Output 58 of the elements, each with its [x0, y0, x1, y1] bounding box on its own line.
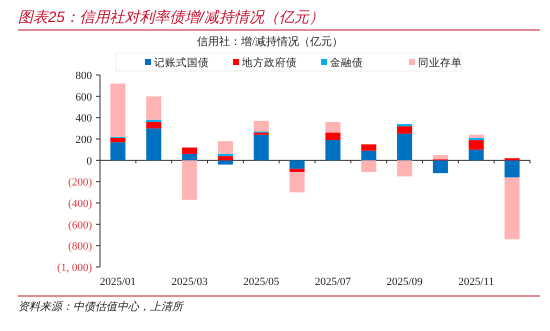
- bar: [325, 122, 340, 133]
- bar: [290, 168, 305, 172]
- bar: [397, 134, 412, 160]
- bar: [146, 96, 162, 120]
- bar: [110, 142, 126, 160]
- bar: [432, 155, 448, 160]
- x-tick-label: 2025/09: [386, 276, 424, 288]
- bar: [468, 138, 484, 140]
- y-tick-label: (400): [68, 198, 92, 210]
- bar: [110, 138, 126, 142]
- bar: [361, 160, 376, 172]
- y-tick-label: (200): [68, 176, 92, 189]
- x-tick-label: 2025/03: [172, 276, 208, 288]
- bar: [146, 128, 162, 160]
- legend-label: 地方政府债: [241, 56, 297, 69]
- bar: [468, 150, 484, 160]
- bar: [290, 160, 305, 169]
- bar: [432, 160, 448, 174]
- y-tick-label: (800): [68, 240, 92, 253]
- y-tick-label: (600): [68, 219, 92, 232]
- bar: [397, 126, 412, 134]
- y-tick-label: 200: [76, 134, 92, 146]
- bar: [504, 160, 520, 178]
- bar: [110, 84, 126, 137]
- bar: [146, 122, 162, 128]
- bar: [325, 132, 340, 140]
- x-tick-label: 2025/11: [458, 276, 494, 288]
- bar: [468, 140, 484, 150]
- bar: [218, 156, 233, 160]
- bar: [468, 134, 484, 138]
- legend-label: 同业存单: [418, 56, 462, 69]
- x-tick-label: 2025/07: [314, 276, 352, 288]
- bar: [397, 160, 412, 176]
- bar: [504, 177, 520, 240]
- x-tick-label: 2025/05: [243, 276, 280, 288]
- chart-title: 图表25：信用社对利率债增/减持情况（亿元）: [18, 9, 324, 26]
- text: 资料来源：中债估值中心，上清所: [18, 300, 185, 313]
- y-tick-label: 400: [76, 112, 92, 125]
- bar: [182, 148, 198, 154]
- bar: [254, 120, 269, 132]
- bar: [290, 172, 305, 192]
- bar: [254, 134, 269, 160]
- legend-label: 记账式国债: [154, 56, 209, 69]
- bar: [182, 160, 198, 200]
- bar: [218, 141, 233, 154]
- y-tick-label: 800: [76, 70, 92, 82]
- chart-subtitle: 信用社：增/减持情况（亿元）: [196, 35, 344, 48]
- bar: [218, 160, 233, 165]
- bar: [361, 144, 376, 151]
- bar: [182, 154, 198, 160]
- y-tick-label: (1, 000): [57, 262, 92, 274]
- x-tick-label: 2025/01: [100, 276, 136, 288]
- y-tick-label: 0: [86, 155, 92, 168]
- legend-label: 金融债: [330, 57, 363, 69]
- bar: [218, 154, 233, 156]
- bar: [325, 140, 340, 160]
- y-tick-label: 600: [76, 91, 92, 104]
- bar: [361, 150, 376, 160]
